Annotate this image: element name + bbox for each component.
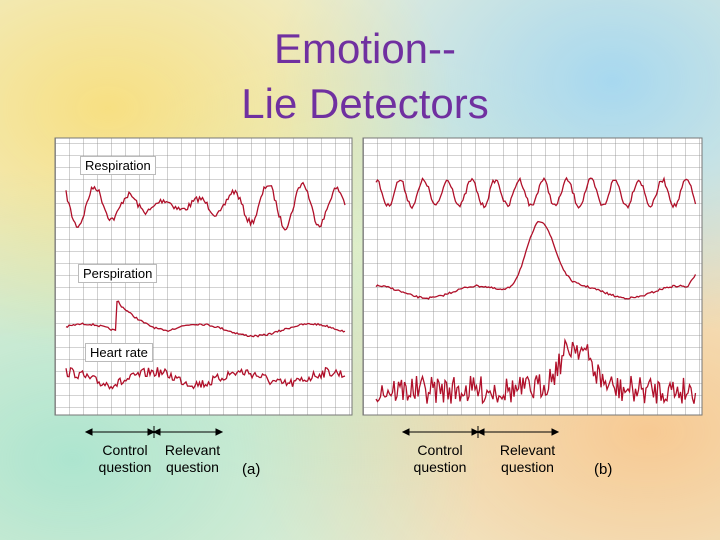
- title-line: Lie Detectors: [241, 80, 489, 127]
- caption: (b): [594, 461, 613, 478]
- chart-panel-b: [362, 137, 703, 416]
- heart-rate-trace: [65, 366, 346, 390]
- question-label: Relevant question: [499, 442, 556, 475]
- perspiration-trace: [65, 300, 346, 338]
- question-label: Control question: [98, 442, 152, 475]
- trace-label: Perspiration: [78, 264, 158, 283]
- respiration-trace: [65, 181, 346, 231]
- question-label: Control question: [413, 442, 467, 475]
- question-label: Relevant question: [164, 442, 221, 475]
- respiration-trace: [375, 176, 697, 210]
- caption: (a): [242, 461, 261, 478]
- perspiration-trace: [375, 220, 697, 300]
- title-line: Emotion--: [273, 25, 457, 72]
- trace-label: Respiration: [80, 156, 156, 175]
- question-arrows: [84, 426, 560, 438]
- trace-label: Heart rate: [85, 343, 153, 362]
- heart-rate-trace: [375, 337, 697, 405]
